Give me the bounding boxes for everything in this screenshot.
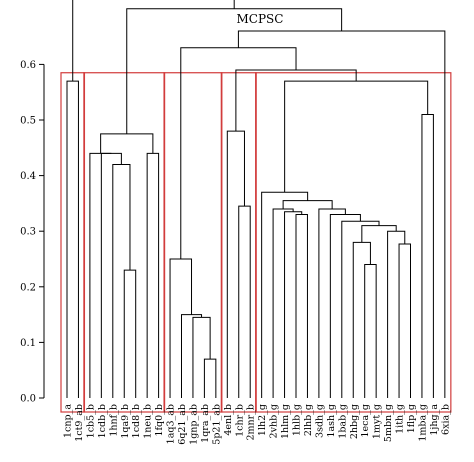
- dendrogram-branch: [235, 69, 357, 132]
- dendrogram-branch: [203, 358, 217, 398]
- dendrogram-branch: [272, 208, 294, 398]
- dendrogram-branch: [192, 316, 211, 398]
- leaf-label: 5p21_ab: [211, 404, 222, 445]
- leaf-label: 1qra_ab: [200, 404, 211, 443]
- leaf-label: 6xia_b: [440, 404, 451, 435]
- y-tick-label: 0.1: [20, 338, 36, 349]
- dendrogram-branches: [66, 0, 446, 398]
- y-tick-label: 0.6: [20, 60, 36, 71]
- dendrogram-branch: [72, 0, 235, 82]
- dendrogram-branch: [398, 243, 411, 398]
- leaf-label: 1mba_g: [417, 404, 428, 442]
- leaf-label: 1ith_g: [395, 404, 406, 434]
- leaf-label: 1jhg_a: [429, 404, 440, 436]
- leaf-label: 1myt_g: [372, 404, 383, 439]
- dendrogram-branch: [89, 152, 112, 398]
- dendrogram-branch: [169, 258, 193, 398]
- chart-title: MCPSC: [237, 12, 284, 26]
- leaf-label: 1cd8_b: [131, 404, 142, 438]
- leaf-label: 1qa9_b: [120, 404, 131, 439]
- leaf-label: 4enl_b: [223, 404, 234, 436]
- dendrogram-branch: [421, 113, 434, 398]
- dendrogram-branch: [123, 269, 137, 398]
- y-axis: 0.0 0.1 0.2 0.3 0.4 0.5 0.6: [20, 60, 45, 405]
- dendrogram-branch: [352, 241, 371, 398]
- dendrogram-branch: [126, 8, 343, 134]
- leaf-label: 6q21_ab: [177, 404, 188, 445]
- dendrogram-branch: [361, 225, 397, 243]
- dendrogram-branch: [100, 152, 122, 398]
- leaf-labels: 1cnp_a 1ct9_ab 1cb5_b 1cdb_b 1hnf_b 1qa9_b 1cd…: [63, 404, 452, 445]
- leaf-label: 1flp_g: [406, 404, 417, 433]
- leaf-label: 1aq3_ab: [166, 404, 177, 444]
- leaf-label: 5mbn_g: [383, 404, 394, 442]
- leaf-label: 1hnf_b: [108, 404, 119, 437]
- leaf-label: 1ct9_ab: [74, 404, 85, 442]
- dendrogram-branch: [238, 205, 251, 398]
- dendrogram-branch: [284, 80, 429, 193]
- leaf-label: 1fq0_b: [154, 404, 165, 437]
- y-tick-label: 0.0: [20, 394, 36, 405]
- leaf-label: 2hbg_g: [349, 404, 360, 439]
- y-tick-label: 0.2: [20, 282, 36, 293]
- y-tick-label: 0.4: [20, 171, 36, 182]
- leaf-label: 1lh2_g: [257, 404, 268, 436]
- cluster-box: [60, 72, 86, 413]
- dendrogram-branch: [181, 314, 203, 398]
- leaf-label: 1gnp_ab: [188, 404, 199, 445]
- dendrogram-branch: [341, 220, 380, 398]
- leaf-label: 1ash_g: [326, 404, 337, 438]
- y-tick-label: 0.3: [20, 227, 36, 238]
- leaf-label: 2lhb_g: [303, 404, 314, 436]
- leaf-label: 1eca_g: [360, 404, 371, 437]
- dendrogram-branch: [364, 264, 377, 398]
- leaf-label: 1cb5_b: [85, 404, 96, 438]
- dendrogram-branch: [146, 152, 160, 398]
- dendrogram-branch: [387, 230, 406, 398]
- y-tick-label: 0.5: [20, 116, 36, 127]
- dendrogram-branch: [112, 163, 131, 398]
- leaf-label: 1bab_g: [337, 404, 348, 439]
- leaf-label: 1cnp_a: [63, 404, 74, 438]
- dendrogram-branch: [100, 133, 154, 154]
- leaf-label: 2vhb_g: [269, 404, 280, 438]
- leaf-label: 2mnr_b: [246, 404, 257, 441]
- leaf-label: 1neu_b: [143, 404, 154, 439]
- leaf-label: 3sdh_g: [314, 404, 325, 438]
- dendrogram-branch: [66, 80, 79, 398]
- leaf-label: 1chr_b: [234, 404, 245, 437]
- cluster-box: [255, 72, 452, 413]
- dendrogram-branch: [282, 200, 333, 209]
- leaf-label: 1hlb_g: [292, 404, 303, 436]
- leaf-label: 1cdb_b: [97, 404, 108, 438]
- leaf-label: 1hlm_g: [280, 404, 291, 439]
- cluster-boxes: [60, 72, 452, 413]
- dendrogram-branch: [226, 130, 245, 398]
- dendrogram-branch: [295, 214, 308, 398]
- dendrogram-branch: [284, 211, 303, 398]
